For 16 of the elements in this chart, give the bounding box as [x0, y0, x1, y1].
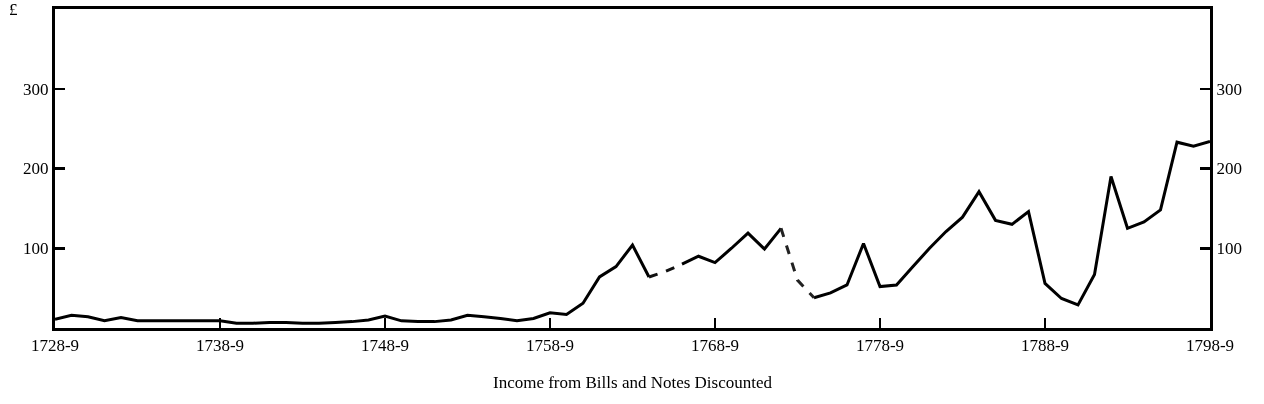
y2-tick-label: 300 [1216, 79, 1242, 99]
y2-tick-label: 100 [1216, 239, 1242, 259]
x-tick-label: 1738-9 [195, 336, 245, 356]
x-tick-label: 1758-9 [525, 336, 575, 356]
y-tick-label: 200 [23, 159, 49, 179]
y2-tick-label: 200 [1216, 159, 1242, 179]
x-tick-label: 1728-9 [30, 336, 80, 356]
y-tick-label: 100 [23, 239, 49, 259]
y-axis-title: £ [9, 0, 18, 19]
x-tick-label: 1798-9 [1185, 336, 1235, 356]
x-tick-label: 1788-9 [1020, 336, 1070, 356]
x-axis-title: Income from Bills and Notes Discounted [492, 372, 773, 392]
x-tick-label: 1748-9 [360, 336, 410, 356]
y-tick-label: 300 [23, 79, 49, 99]
x-tick-label: 1768-9 [690, 336, 740, 356]
x-tick-label: 1778-9 [855, 336, 905, 356]
